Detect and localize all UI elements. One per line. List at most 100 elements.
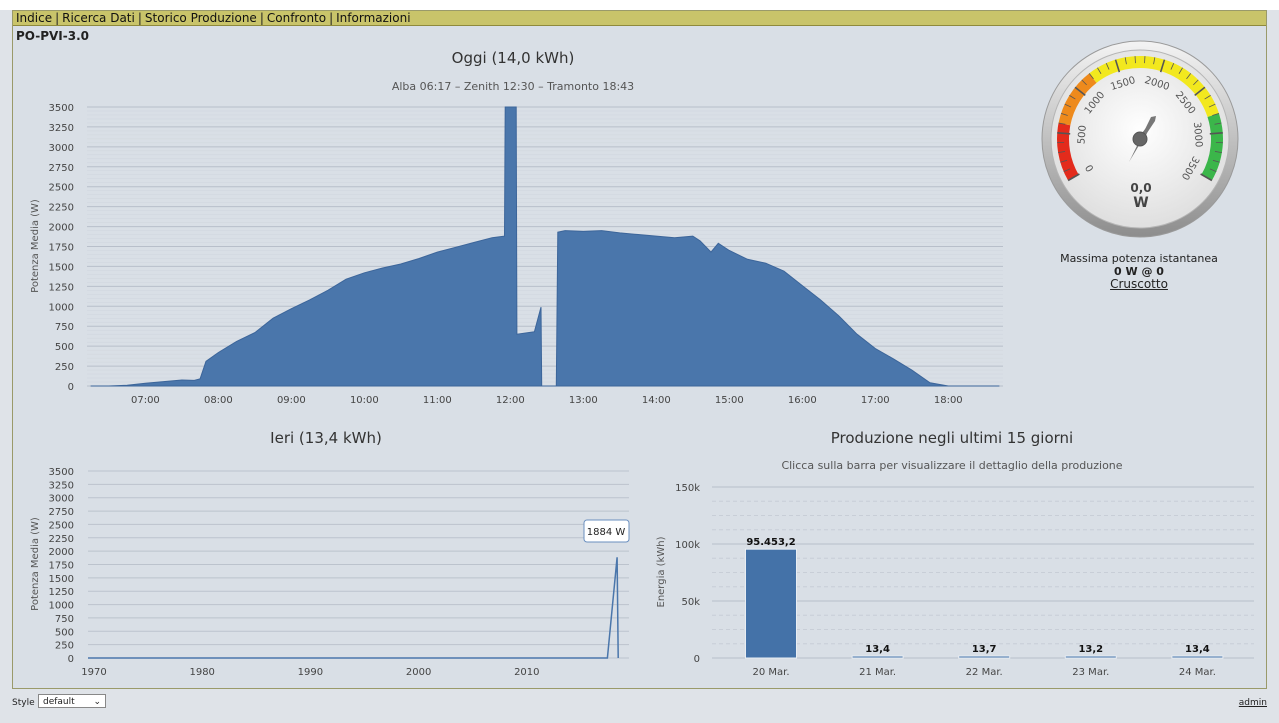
today-subtitle: Alba 06:17 – Zenith 12:30 – Tramonto 18:… xyxy=(392,80,634,93)
y-tick-label: 250 xyxy=(55,641,74,652)
yesterday-ylabel: Potenza Media (W) xyxy=(30,517,41,611)
y-tick-label: 500 xyxy=(55,627,74,638)
y-tick-label: 0 xyxy=(694,654,700,665)
gauge-tick-label: 3000 xyxy=(1191,122,1204,148)
production-bar xyxy=(745,548,797,659)
gauge-unit: W xyxy=(1133,195,1148,211)
gauge-tick xyxy=(1212,112,1220,116)
gauge-tick xyxy=(1209,131,1223,135)
gauge-tick xyxy=(1058,122,1066,125)
menu-informazioni[interactable]: Informazioni xyxy=(336,11,411,25)
y-tick-label: 2000 xyxy=(49,547,74,558)
power-area xyxy=(90,106,1000,387)
max-power-value: 0 W @ 0 xyxy=(1114,265,1164,278)
x-tick-label: 2010 xyxy=(514,667,539,678)
y-tick-label: 250 xyxy=(55,362,74,373)
x-tick-label: 22 Mar. xyxy=(966,667,1003,678)
production-bar xyxy=(1171,655,1224,659)
y-tick-label: 3500 xyxy=(49,103,74,114)
device-title: PO-PVI-3.0 xyxy=(16,29,89,43)
gauge-tick xyxy=(1194,86,1206,96)
today-ylabel: Potenza Media (W) xyxy=(30,199,41,293)
gauge-tick xyxy=(1124,57,1127,65)
gauge-tick xyxy=(1114,59,1121,73)
x-tick-label: 14:00 xyxy=(642,395,671,406)
y-tick-label: 1500 xyxy=(49,262,74,273)
style-label: Style : xyxy=(12,698,41,708)
gauge-info: Massima potenza istantanea 0 W @ 0 Crusc… xyxy=(1041,252,1237,291)
bar-value-label: 13,7 xyxy=(972,644,997,655)
y-tick-label: 0 xyxy=(68,654,74,665)
y-tick-label: 1250 xyxy=(49,282,74,293)
y-tick-label: 1250 xyxy=(49,587,74,598)
gauge-tick-label: 500 xyxy=(1076,125,1088,145)
max-power-label: Massima potenza istantanea xyxy=(1060,252,1218,265)
yesterday-tooltip-text: 1884 W xyxy=(587,527,626,538)
gauge-tick xyxy=(1064,103,1072,108)
gauge-tick xyxy=(1067,173,1080,182)
production-subtitle: Clicca sulla barra per visualizzare il d… xyxy=(781,459,1122,472)
gauge-tick xyxy=(1214,151,1222,153)
x-tick-label: 09:00 xyxy=(277,395,306,406)
gauge-hub xyxy=(1132,131,1148,147)
gauge-tick xyxy=(1186,73,1192,80)
menu-storico-produzione[interactable]: Storico Produzione xyxy=(144,11,257,25)
gauge-tick xyxy=(1063,168,1071,172)
gauge-tick xyxy=(1193,79,1199,86)
footer: Style : default ⌄ admin xyxy=(0,691,1279,723)
y-tick-label: 3000 xyxy=(49,143,74,154)
production-title: Produzione negli ultimi 15 giorni xyxy=(831,429,1073,447)
gauge-tick xyxy=(1159,59,1166,73)
y-tick-label: 0 xyxy=(68,382,74,393)
dashboard-link[interactable]: Cruscotto xyxy=(1110,277,1168,291)
y-tick-label: 750 xyxy=(55,614,74,625)
y-tick-label: 2750 xyxy=(49,163,74,174)
yesterday-tooltip: 1884 W xyxy=(583,519,630,543)
menu-indice[interactable]: Indice xyxy=(16,11,53,25)
production-bar xyxy=(1064,655,1117,659)
y-tick-label: 2000 xyxy=(49,223,74,234)
y-tick-label: 2500 xyxy=(49,183,74,194)
gauge-tick xyxy=(1178,67,1183,74)
production-bar xyxy=(958,655,1011,659)
bar-value-label: 13,4 xyxy=(865,644,890,655)
gauge-tick xyxy=(1153,57,1156,65)
bar-value-label: 13,4 xyxy=(1185,644,1210,655)
x-tick-label: 2000 xyxy=(406,667,431,678)
x-tick-label: 10:00 xyxy=(350,395,379,406)
top-strip xyxy=(0,0,1279,10)
y-tick-label: 2500 xyxy=(49,520,74,531)
production-bar xyxy=(851,655,904,659)
gauge-tick xyxy=(1214,122,1222,125)
gauge-band xyxy=(1201,113,1223,181)
y-tick-label: 3500 xyxy=(49,467,74,478)
gauge-tick xyxy=(1058,151,1066,153)
gauge-tick xyxy=(1060,112,1068,116)
y-tick-label: 50k xyxy=(681,597,700,608)
y-tick-label: 150k xyxy=(675,483,700,494)
chevron-down-icon: ⌄ xyxy=(93,697,101,707)
gauge-tick xyxy=(1212,159,1220,163)
gauge-tick xyxy=(1069,95,1076,100)
menu-confronto[interactable]: Confronto xyxy=(266,11,327,25)
style-select[interactable]: default ⌄ xyxy=(38,694,106,708)
bar-value-label: 95.453,2 xyxy=(746,537,795,548)
y-tick-label: 100k xyxy=(675,540,700,551)
x-tick-label: 12:00 xyxy=(496,395,525,406)
x-tick-label: 17:00 xyxy=(861,395,890,406)
y-tick-label: 1750 xyxy=(49,243,74,254)
gauge-tick xyxy=(1081,79,1087,86)
gauge-tick xyxy=(1057,131,1071,135)
x-tick-label: 1970 xyxy=(81,667,106,678)
production-ylabel: Energia (kWh) xyxy=(656,536,667,607)
menu-ricerca-dati[interactable]: Ricerca Dati xyxy=(62,11,135,25)
x-tick-label: 18:00 xyxy=(934,395,963,406)
yesterday-title: Ieri (13,4 kWh) xyxy=(270,429,382,447)
user-link[interactable]: admin xyxy=(1238,698,1267,708)
today-title: Oggi (14,0 kWh) xyxy=(452,49,575,67)
x-tick-label: 20 Mar. xyxy=(752,667,789,678)
